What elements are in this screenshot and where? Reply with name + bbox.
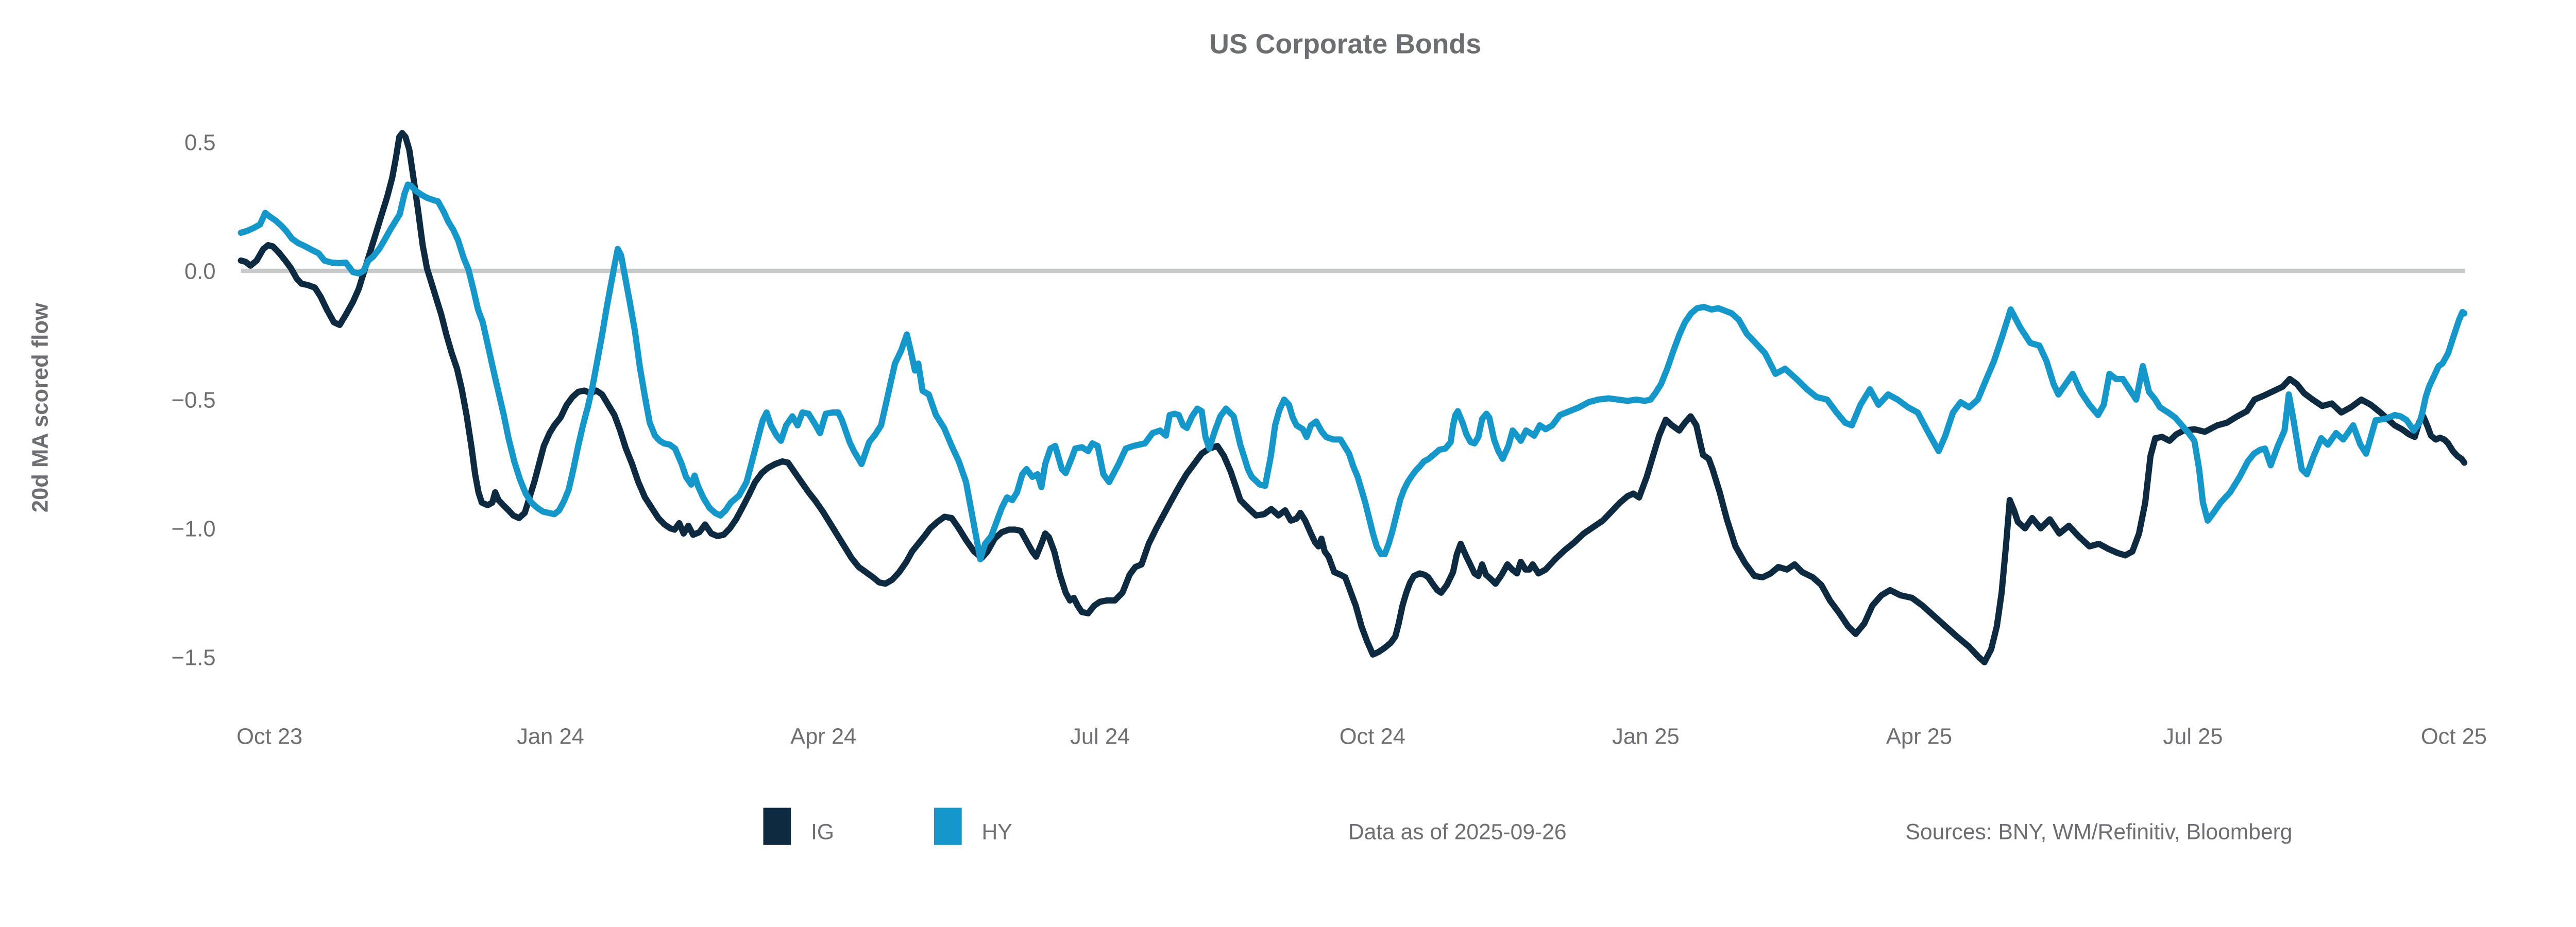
y-axis-tick-labels: 0.5 0.0 −0.5 −1.0 −1.5 xyxy=(172,131,216,671)
y-tick-label: −1.5 xyxy=(172,646,216,671)
hy-legend-swatch xyxy=(934,808,962,845)
sources-note: Sources: BNY, WM/Refinitiv, Bloomberg xyxy=(1906,820,2293,845)
x-tick-label: Jan 25 xyxy=(1612,724,1680,749)
x-axis-tick-labels: Oct 23 Jan 24 Apr 24 Jul 24 Oct 24 Jan 25 Apr … xyxy=(236,724,2487,749)
y-tick-label: −1.0 xyxy=(172,517,216,542)
x-tick-label: Apr 24 xyxy=(790,724,856,749)
ig-legend-label: IG xyxy=(811,820,834,845)
x-tick-label: Jan 24 xyxy=(517,724,584,749)
chart-title: US Corporate Bonds xyxy=(1209,29,1481,60)
y-tick-label: 0.0 xyxy=(184,260,215,284)
x-tick-label: Oct 25 xyxy=(2421,724,2487,749)
x-tick-label: Jul 25 xyxy=(2163,724,2223,749)
ig-legend-swatch xyxy=(763,808,791,845)
ig-series-line xyxy=(238,130,2468,665)
x-tick-label: Jul 24 xyxy=(1070,724,1130,749)
hy-series-line xyxy=(238,181,2468,562)
x-tick-label: Oct 24 xyxy=(1340,724,1405,749)
x-tick-label: Apr 25 xyxy=(1886,724,1952,749)
data-as-of-note: Data as of 2025-09-26 xyxy=(1348,820,1567,845)
legend: IG HY xyxy=(763,808,1012,845)
y-axis-title: 20d MA scored flow xyxy=(28,303,53,512)
chart-canvas: US Corporate Bonds 20d MA scored flow 0.… xyxy=(28,29,2487,845)
hy-legend-label: HY xyxy=(982,820,1012,845)
y-tick-label: −0.5 xyxy=(172,388,216,413)
x-tick-label: Oct 23 xyxy=(236,724,302,749)
y-tick-label: 0.5 xyxy=(184,131,215,156)
us-corporate-bonds-chart: US Corporate Bonds 20d MA scored flow 0.… xyxy=(28,28,2487,845)
